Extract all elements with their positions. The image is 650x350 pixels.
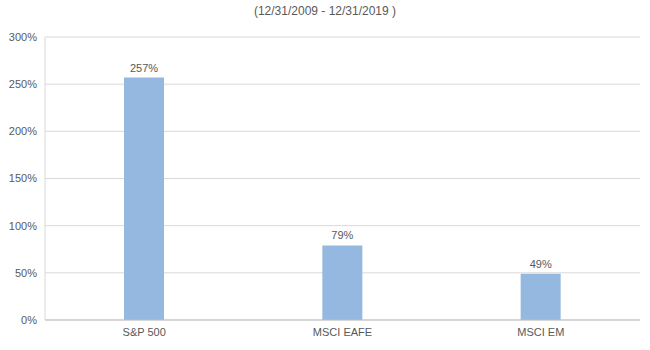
- svg-text:300%: 300%: [9, 31, 37, 43]
- svg-text:79%: 79%: [331, 229, 353, 241]
- svg-text:MSCI EM: MSCI EM: [517, 326, 564, 338]
- svg-text:0%: 0%: [21, 314, 37, 326]
- svg-text:50%: 50%: [15, 267, 37, 279]
- svg-text:100%: 100%: [9, 220, 37, 232]
- svg-text:257%: 257%: [130, 62, 158, 74]
- svg-text:49%: 49%: [530, 258, 552, 270]
- svg-text:MSCI EAFE: MSCI EAFE: [313, 326, 372, 338]
- svg-text:250%: 250%: [9, 78, 37, 90]
- html-text:(12/31/2009 - 12/31/2019 ): (12/31/2009 - 12/31/2019 ): [253, 4, 396, 18]
- svg-text:150%: 150%: [9, 172, 37, 184]
- svg-text:S&P 500: S&P 500: [123, 326, 166, 338]
- svg-text:200%: 200%: [9, 125, 37, 137]
